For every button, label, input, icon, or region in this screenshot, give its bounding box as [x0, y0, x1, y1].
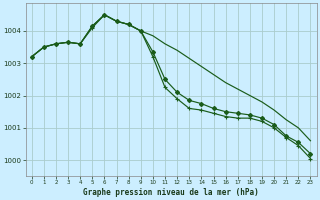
X-axis label: Graphe pression niveau de la mer (hPa): Graphe pression niveau de la mer (hPa) [83, 188, 259, 197]
